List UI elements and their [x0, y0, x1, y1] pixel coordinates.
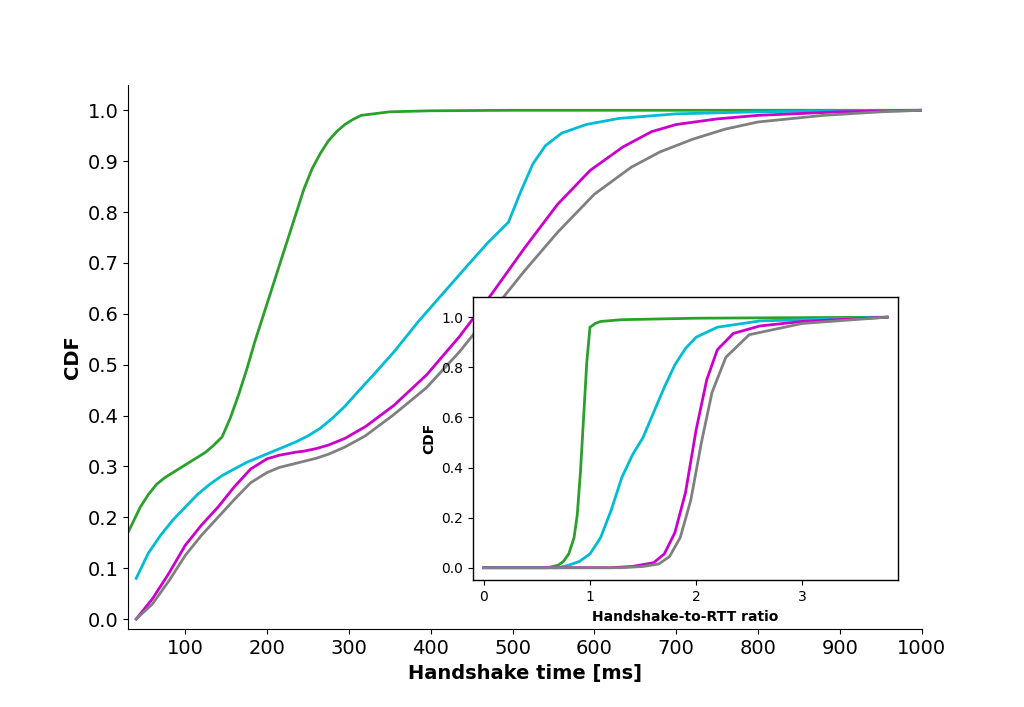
X-axis label: Handshake-to-RTT ratio: Handshake-to-RTT ratio [592, 609, 778, 624]
Y-axis label: CDF: CDF [62, 335, 82, 379]
X-axis label: Handshake time [ms]: Handshake time [ms] [408, 663, 642, 682]
Y-axis label: CDF: CDF [422, 423, 436, 455]
